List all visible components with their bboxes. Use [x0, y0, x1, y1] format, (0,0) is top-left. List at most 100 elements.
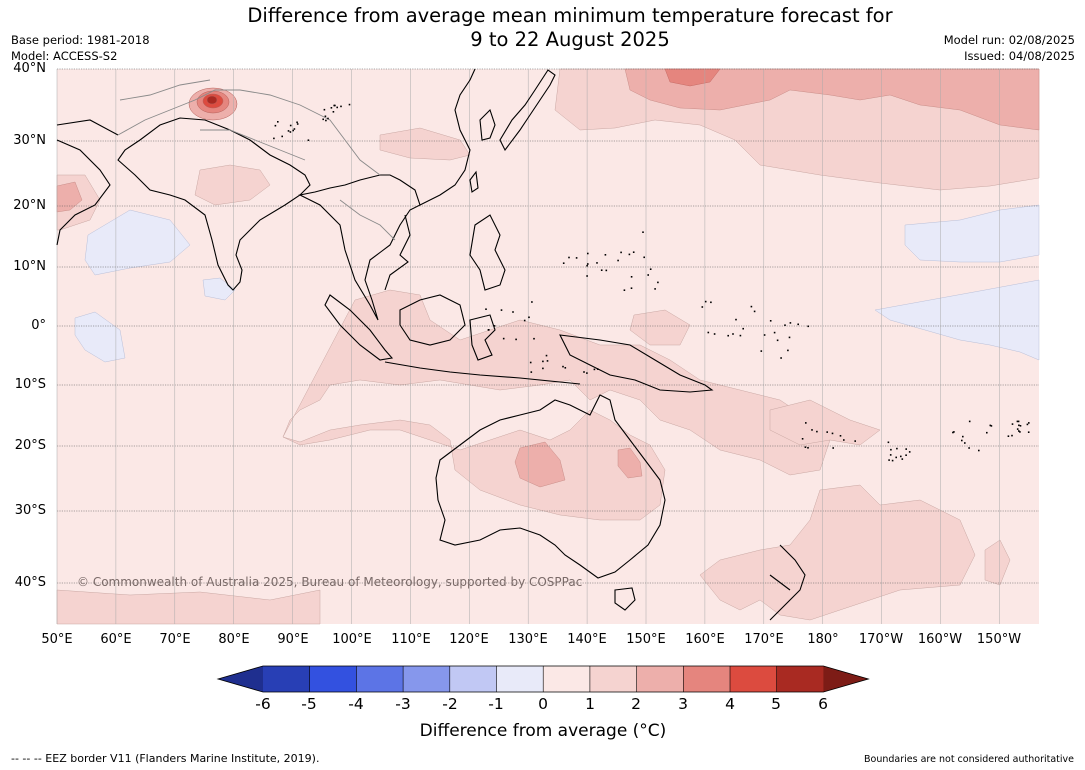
island-dot — [340, 105, 342, 108]
island-dot — [888, 459, 890, 461]
island-dot — [657, 281, 659, 284]
island-dot — [750, 305, 753, 308]
lat-label: 20°S — [14, 438, 46, 453]
title-line-1: Difference from average mean minimum tem… — [247, 4, 893, 27]
colorbar-cell — [543, 666, 591, 692]
island-dot — [586, 275, 588, 277]
island-dot — [1017, 420, 1020, 423]
island-dot — [327, 117, 329, 120]
island-dot — [908, 451, 911, 453]
island-dot — [769, 320, 772, 322]
island-dot — [330, 107, 333, 109]
island-dot — [273, 137, 275, 140]
island-dot — [289, 131, 292, 133]
island-dot — [889, 454, 892, 456]
island-dot — [568, 256, 570, 259]
island-dot — [961, 439, 963, 442]
island-dot — [620, 251, 622, 254]
island-dot — [562, 365, 564, 368]
island-dot — [780, 357, 782, 359]
island-dot — [773, 331, 776, 334]
lon-label: 70°E — [159, 632, 191, 647]
island-dot — [789, 322, 792, 324]
island-dot — [807, 447, 809, 449]
island-dot — [289, 124, 292, 127]
island-dot — [564, 367, 567, 369]
island-dot — [816, 430, 818, 433]
lon-label: 50°E — [41, 632, 73, 647]
lon-label: 160°E — [685, 632, 725, 647]
island-dot — [642, 231, 644, 233]
colorbar-tick: 5 — [771, 695, 781, 713]
lon-label: 160°W — [917, 632, 963, 647]
island-dot — [978, 449, 980, 452]
island-dot — [1016, 420, 1019, 423]
island-dot — [953, 431, 955, 433]
island-dot — [545, 354, 548, 357]
island-dot — [887, 441, 890, 444]
model-run: Model run: 02/08/2025 — [943, 33, 1075, 47]
lat-label: 10°S — [14, 377, 46, 392]
island-dot — [292, 129, 294, 132]
lon-label: 60°E — [100, 632, 132, 647]
island-dot — [533, 337, 535, 340]
lon-label: 150°W — [976, 632, 1022, 647]
island-dot — [583, 371, 585, 373]
island-dot — [1028, 422, 1030, 424]
island-dot — [854, 440, 856, 442]
island-dot — [654, 288, 656, 290]
coastlines — [56, 68, 806, 621]
lon-label: 170°W — [858, 632, 904, 647]
island-dot — [593, 368, 596, 371]
island-dot — [523, 319, 526, 322]
island-dot — [296, 121, 298, 124]
island-dot — [600, 269, 603, 271]
colorbar-cell — [449, 666, 497, 692]
island-dot — [890, 448, 892, 451]
island-dot — [348, 103, 351, 106]
island-dot — [324, 115, 327, 118]
lat-label: 30°N — [13, 133, 46, 148]
island-dot — [962, 435, 964, 438]
island-dot — [1018, 430, 1020, 432]
colorbar-tick: -6 — [255, 695, 271, 713]
island-dot — [891, 459, 894, 462]
island-dot — [287, 130, 290, 132]
island-dot — [530, 371, 533, 373]
island-dot — [968, 447, 970, 449]
colorbar-tick: 4 — [725, 695, 735, 713]
island-dot — [596, 262, 598, 264]
island-dot — [732, 333, 734, 335]
colorbar-cell — [683, 666, 731, 692]
lon-label: 150°E — [626, 632, 666, 647]
island-dot — [323, 108, 326, 111]
island-dot — [542, 367, 544, 370]
model-name: Model: ACCESS-S2 — [11, 49, 118, 63]
colorbar-cell — [263, 666, 311, 692]
lon-label: 80°E — [218, 632, 250, 647]
island-dot — [801, 438, 804, 440]
island-dot — [727, 334, 729, 337]
lat-label: 10°N — [13, 259, 46, 274]
island-dot — [500, 309, 503, 311]
colorbar-tick: -1 — [488, 695, 504, 713]
island-dot — [713, 333, 716, 335]
colorbar-tick: -4 — [348, 695, 364, 713]
title-line-2: 9 to 22 August 2025 — [470, 28, 670, 51]
boundaries-disclaimer: Boundaries are not considered authoritat… — [864, 754, 1074, 765]
island-dot — [1019, 431, 1021, 433]
island-dot — [529, 361, 532, 364]
lon-label: 140°E — [567, 632, 607, 647]
island-dot — [325, 119, 327, 122]
island-dot — [334, 104, 336, 107]
island-dot — [623, 289, 626, 291]
island-dot — [485, 308, 487, 310]
island-dot — [647, 274, 649, 276]
island-dot — [336, 106, 338, 109]
island-dot — [605, 269, 608, 272]
island-dot — [515, 338, 517, 341]
island-dot — [843, 439, 845, 441]
island-dot — [952, 431, 954, 434]
